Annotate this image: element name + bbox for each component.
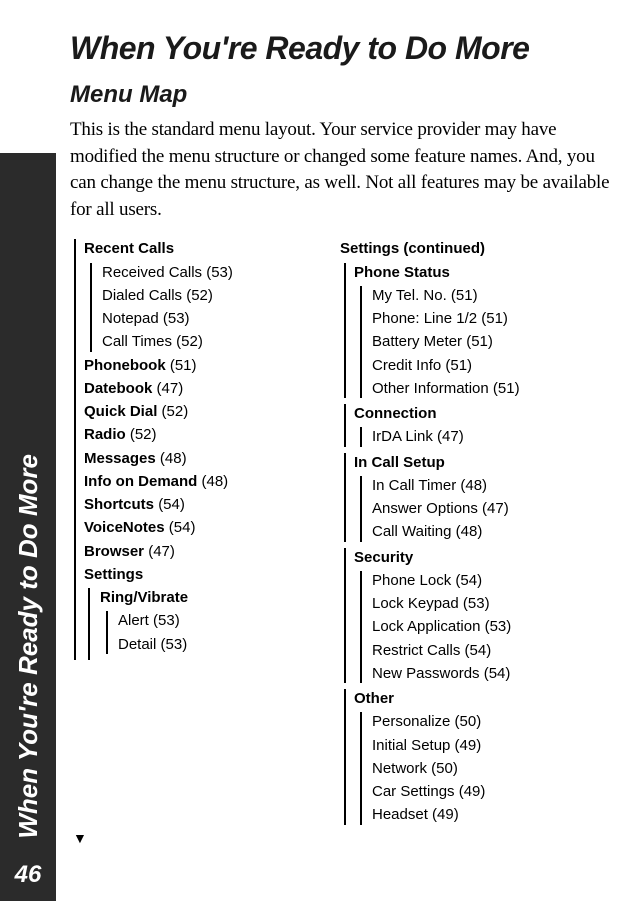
menu-item-row: Datebook (47) [84,377,310,400]
menu-security: Security Phone Lock (54) Lock Keypad (53… [340,546,600,686]
page-title: When You're Ready to Do More [70,30,618,67]
menu-item: Initial Setup (49) [372,734,600,757]
intro-paragraph: This is the standard menu layout. Your s… [70,117,618,223]
menu-item: Lock Application (53) [372,615,600,638]
menu-label: Info on Demand [84,473,197,490]
menu-label: Settings [84,566,143,583]
menu-label: Browser [84,543,144,560]
menu-item-row: Quick Dial (52) [84,400,310,423]
menu-label: Ring/Vibrate [100,589,188,606]
menu-item: Notepad (53) [102,307,310,330]
menu-item: Battery Meter (51) [372,330,600,353]
menu-in-call-setup: In Call Setup In Call Timer (48) Answer … [340,451,600,544]
menu-label: Other [354,690,394,707]
menu-label: In Call Setup [354,454,445,471]
sidebar: When You're Ready to Do More 46 [0,153,56,901]
menu-item: Other Information (51) [372,377,600,400]
menu-label: Datebook [84,380,152,397]
page-ref: (48) [160,450,187,467]
menu-item: Lock Keypad (53) [372,592,600,615]
menu-item: Call Times (52) [102,330,310,353]
menu-label: Recent Calls [84,240,174,257]
menu-item: In Call Timer (48) [372,474,600,497]
menu-item: Phone: Line 1/2 (51) [372,307,600,330]
menu-item: My Tel. No. (51) [372,284,600,307]
menu-label: Messages [84,450,156,467]
menu-settings: Settings Ring/Vibrate Alert (53) Detail … [84,563,310,656]
menu-item-row: Radio (52) [84,423,310,446]
menu-label: Phone Status [354,264,450,281]
page-ref: (48) [202,473,229,490]
sidebar-chapter-title: When You're Ready to Do More [13,454,44,839]
menu-item: Headset (49) [372,803,600,826]
page-ref: (47) [157,380,184,397]
menu-label: Quick Dial [84,403,157,420]
menu-item: Answer Options (47) [372,497,600,520]
menu-column-right: Settings (continued) Phone Status My Tel… [340,237,600,828]
menu-item: IrDA Link (47) [372,425,600,448]
menu-label: Security [354,549,413,566]
menu-other: Other Personalize (50) Initial Setup (49… [340,687,600,827]
menu-label: Connection [354,405,437,422]
menu-label: Radio [84,426,126,443]
menu-item-row: Messages (48) [84,447,310,470]
down-arrow-icon: ▼ [73,831,87,845]
menu-item: Credit Info (51) [372,354,600,377]
menu-item-row: Browser (47) [84,540,310,563]
menu-item: New Passwords (54) [372,662,600,685]
menu-item: Restrict Calls (54) [372,639,600,662]
page-content: When You're Ready to Do More Menu Map Th… [70,30,618,829]
page-ref: (52) [130,426,157,443]
page-subtitle: Menu Map [70,81,618,109]
menu-item-row: Info on Demand (48) [84,470,310,493]
menu-item-row: VoiceNotes (54) [84,516,310,539]
menu-item: Personalize (50) [372,710,600,733]
menu-item: Alert (53) [118,609,310,632]
menu-item: Detail (53) [118,633,310,656]
page-ref: (54) [158,496,185,513]
menu-phone-status: Phone Status My Tel. No. (51) Phone: Lin… [340,261,600,401]
page-ref: (51) [170,357,197,374]
menu-item: Car Settings (49) [372,780,600,803]
menu-label: Shortcuts [84,496,154,513]
menu-columns: Recent Calls Received Calls (53) Dialed … [70,237,618,828]
menu-recent-calls: Recent Calls Received Calls (53) Dialed … [84,237,310,353]
menu-item: Network (50) [372,757,600,780]
page-number: 46 [15,861,42,889]
settings-continued-label: Settings (continued) [340,240,485,257]
menu-item: Received Calls (53) [102,261,310,284]
page-ref: (54) [169,519,196,536]
menu-connection: Connection IrDA Link (47) [340,402,600,449]
menu-column-left: Recent Calls Received Calls (53) Dialed … [70,237,310,828]
menu-item: Dialed Calls (52) [102,284,310,307]
menu-label: VoiceNotes [84,519,165,536]
menu-item: Phone Lock (54) [372,569,600,592]
menu-label: Phonebook [84,357,166,374]
menu-item-row: Phonebook (51) [84,354,310,377]
menu-item-row: Shortcuts (54) [84,493,310,516]
page-ref: (47) [148,543,175,560]
menu-item: Call Waiting (48) [372,520,600,543]
page-ref: (52) [162,403,189,420]
